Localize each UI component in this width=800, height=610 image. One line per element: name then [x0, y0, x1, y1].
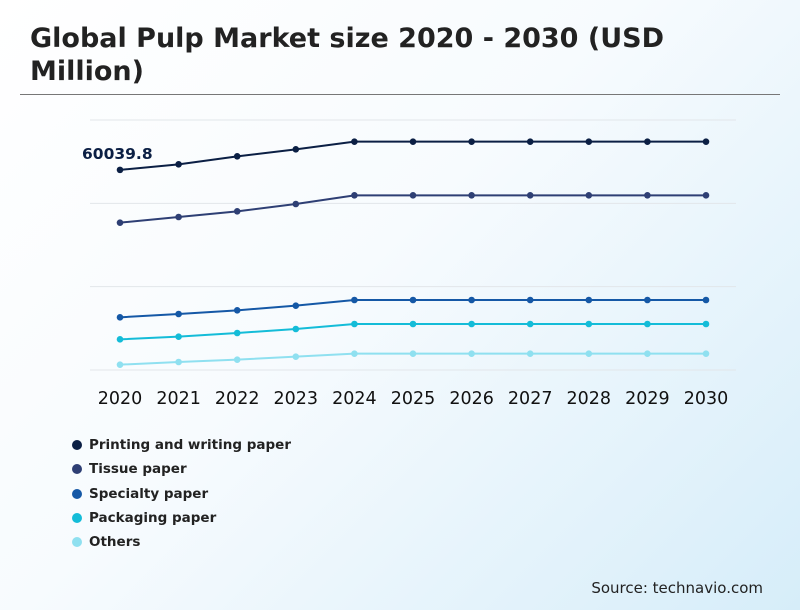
- data-point: [175, 213, 182, 221]
- legend-label: Tissue paper: [89, 461, 187, 478]
- data-point: [702, 296, 710, 304]
- data-point: [702, 350, 710, 357]
- data-point: [292, 146, 300, 153]
- x-tick-label: 2028: [567, 389, 612, 409]
- x-tick-label: 2029: [625, 389, 670, 409]
- series-line: [119, 194, 706, 224]
- legend-label: Specialty paper: [89, 485, 209, 502]
- legend-item: Printing and writing paper: [72, 433, 291, 457]
- x-tick-label: 2027: [508, 389, 553, 409]
- data-point: [585, 138, 593, 145]
- x-tick-label: 2021: [156, 389, 201, 409]
- data-point: [468, 320, 475, 328]
- legend-marker: [72, 488, 82, 499]
- data-point: [116, 314, 124, 321]
- legend-label: Packaging paper: [89, 510, 217, 527]
- data-point: [468, 192, 475, 199]
- legend-label: Printing and writing paper: [89, 437, 291, 454]
- legend-item: Packaging paper: [72, 506, 291, 530]
- data-point: [644, 350, 651, 357]
- data-point: [468, 296, 475, 304]
- data-point: [409, 138, 417, 145]
- data-point: [409, 192, 417, 199]
- title-divider: [20, 94, 780, 95]
- data-point: [702, 320, 710, 328]
- source-note: Source: technavio.com: [591, 579, 763, 597]
- line-chart: 2020 2021 2022 2023 2024 2025 2026 2027 2028 2029…: [82, 119, 736, 409]
- data-point: [233, 356, 241, 363]
- x-tick-label: 2024: [332, 389, 377, 409]
- data-point: [644, 138, 651, 145]
- data-point: [644, 320, 651, 328]
- chart-title: Global Pulp Market size 2020 - 2030 (USD…: [30, 23, 664, 87]
- data-point: [116, 336, 124, 343]
- x-tick-label: 2025: [391, 389, 436, 409]
- legend-item: Tissue paper: [72, 457, 291, 481]
- data-point: [585, 296, 593, 304]
- data-point: [233, 153, 241, 160]
- x-tick-label: 2026: [449, 389, 494, 409]
- data-point: [351, 138, 358, 145]
- series-line: [119, 140, 706, 171]
- legend-item: Specialty paper: [72, 482, 291, 506]
- data-point: [116, 219, 124, 226]
- legend-marker: [72, 464, 82, 475]
- data-point: [116, 166, 124, 174]
- legend-marker: [72, 513, 82, 524]
- data-point: [233, 307, 241, 314]
- data-point: [526, 296, 534, 304]
- data-point: [292, 302, 300, 309]
- data-point: [526, 350, 534, 357]
- data-point: [292, 200, 300, 208]
- data-point: [233, 329, 241, 337]
- data-point: [409, 320, 417, 328]
- data-point: [702, 138, 710, 145]
- data-point: [233, 208, 241, 215]
- data-point: [526, 320, 534, 328]
- legend-marker: [72, 537, 82, 548]
- data-point: [468, 138, 475, 145]
- legend-marker: [72, 440, 82, 451]
- legend-item: Others: [72, 530, 291, 554]
- data-point: [409, 296, 417, 304]
- data-point: [585, 192, 593, 199]
- data-point: [351, 350, 358, 357]
- legend-label: Others: [89, 534, 141, 551]
- data-point: [585, 350, 593, 357]
- x-tick-label: 2023: [274, 389, 319, 409]
- data-point: [351, 296, 358, 304]
- data-label: 60039.8: [82, 145, 153, 163]
- data-point: [175, 333, 182, 340]
- data-point: [351, 192, 358, 199]
- x-tick-label: 2022: [215, 389, 260, 409]
- data-point: [526, 138, 534, 145]
- data-point: [116, 361, 124, 368]
- data-point: [526, 192, 534, 199]
- data-point: [702, 192, 710, 199]
- data-point: [175, 161, 182, 168]
- data-point: [644, 192, 651, 199]
- data-point: [292, 325, 300, 333]
- data-point: [409, 350, 417, 357]
- data-point: [175, 358, 182, 366]
- data-point: [468, 350, 475, 357]
- data-point: [351, 320, 358, 328]
- x-tick-label: 2020: [98, 389, 143, 409]
- data-point: [292, 353, 300, 360]
- data-point: [585, 320, 593, 328]
- x-tick-label: 2030: [684, 389, 729, 409]
- data-point: [175, 310, 182, 318]
- data-point: [644, 296, 651, 304]
- chart-legend: Printing and writing paper Tissue paper Sp…: [72, 433, 291, 554]
